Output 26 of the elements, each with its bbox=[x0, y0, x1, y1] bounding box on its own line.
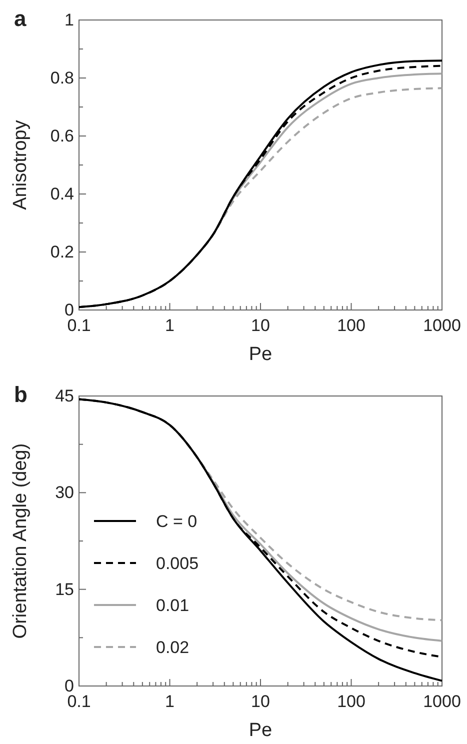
y-tick-label: 0.6 bbox=[50, 126, 74, 146]
chart-title: b bbox=[14, 382, 28, 407]
x-tick-label: 1 bbox=[165, 316, 174, 336]
y-axis-title: Anisotropy bbox=[10, 120, 31, 210]
y-axis-title: Orientation Angle (deg) bbox=[10, 443, 31, 639]
x-tick-label: 10 bbox=[251, 316, 270, 336]
legend-label: 0.005 bbox=[156, 554, 199, 573]
legend-label: 0.01 bbox=[156, 596, 190, 615]
x-tick-label: 1000 bbox=[423, 316, 461, 336]
legend-label: C = 0 bbox=[156, 512, 198, 531]
x-tick-label: 1 bbox=[165, 692, 174, 712]
y-tick-label: 30 bbox=[55, 483, 74, 502]
y-tick-label: 0.8 bbox=[50, 68, 74, 88]
y-tick-label: 45 bbox=[55, 386, 74, 406]
x-tick-label: 1000 bbox=[423, 692, 461, 712]
legend-label: 0.02 bbox=[156, 638, 190, 657]
y-tick-label: 0.4 bbox=[50, 184, 74, 204]
y-tick-label: 0.2 bbox=[50, 242, 74, 262]
x-axis-title: Pe bbox=[248, 720, 272, 741]
x-axis-title: Pe bbox=[248, 344, 272, 365]
y-tick-label: 1 bbox=[64, 10, 74, 30]
x-tick-label: 100 bbox=[337, 692, 366, 712]
chart-title: a bbox=[14, 6, 27, 31]
y-tick-label: 15 bbox=[55, 580, 74, 599]
x-tick-label: 100 bbox=[337, 316, 366, 336]
x-tick-label: 10 bbox=[251, 692, 270, 712]
